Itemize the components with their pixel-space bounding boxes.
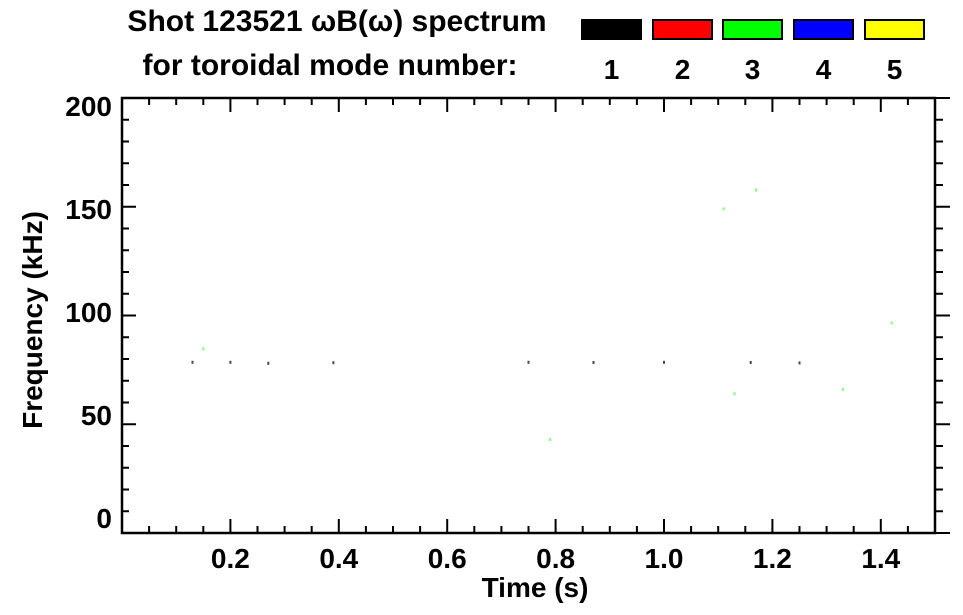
spectrum-speck-n=3	[549, 438, 552, 441]
spectrum-speck-n=1	[663, 360, 665, 364]
spectrum-speck-n=3	[733, 392, 736, 396]
spectrum-speck-n=3	[890, 321, 893, 325]
legend-mode-label: 2	[674, 54, 691, 85]
spectrum-speck-n=1	[798, 361, 801, 365]
legend-mode-label: 5	[886, 54, 903, 85]
x-tick-label: 0.4	[319, 543, 359, 574]
legend-swatch-mode-1	[581, 19, 642, 40]
legend-mode-label: 4	[815, 54, 832, 85]
x-tick-label: 0.2	[210, 543, 250, 574]
legend-mode-label: 1	[603, 54, 620, 85]
x-tick-label: 0.6	[427, 543, 467, 574]
y-tick-label: 150	[65, 194, 112, 225]
legend-swatch-mode-4	[793, 19, 854, 40]
spectrum-speck-n=3	[841, 387, 844, 391]
data-specks	[191, 188, 893, 441]
spectrum-speck-n=3	[202, 347, 205, 351]
y-tick-label: 0	[96, 503, 112, 534]
legend-item-mode-3: 3	[722, 19, 783, 85]
spectrum-speck-n=1	[527, 360, 530, 364]
axis-ticks	[122, 97, 950, 534]
x-tick-label: 1.0	[644, 543, 684, 574]
legend-item-mode-5: 5	[864, 19, 925, 85]
y-tick-label: 100	[65, 297, 112, 328]
spectrum-speck-n=1	[191, 360, 194, 364]
spectrum-speck-n=3	[722, 207, 725, 211]
spectrum-speck-n=1	[749, 361, 752, 364]
legend-swatch-mode-2	[652, 19, 713, 40]
spectrum-speck-n=1	[229, 360, 232, 364]
spectrum-speck-n=1	[592, 361, 595, 364]
legend-item-mode-1: 1	[581, 19, 642, 85]
legend-swatch-mode-5	[864, 19, 925, 40]
x-tick-label: 0.8	[536, 543, 576, 574]
spectrum-speck-n=1	[267, 361, 270, 365]
legend-item-mode-2: 2	[652, 19, 713, 85]
x-tick-label: 1.4	[861, 543, 901, 574]
spectrum-speck-n=3	[755, 188, 758, 192]
plot-border	[120, 96, 937, 535]
legend-item-mode-4: 4	[793, 19, 854, 85]
x-tick-label: 1.2	[752, 543, 792, 574]
legend-mode-label: 3	[744, 54, 761, 85]
y-tick-label: 200	[65, 91, 112, 122]
chart-title-line1: Shot 123521 ωB(ω) spectrum	[127, 5, 547, 38]
legend-swatch-mode-3	[722, 19, 783, 40]
y-axis-title: Frequency (kHz)	[17, 211, 48, 429]
x-axis-title: Time (s)	[481, 572, 589, 603]
chart-title-line2: for toroidal mode number:	[142, 49, 518, 82]
spectrum-speck-n=1	[332, 361, 335, 365]
y-tick-label: 50	[80, 400, 112, 431]
